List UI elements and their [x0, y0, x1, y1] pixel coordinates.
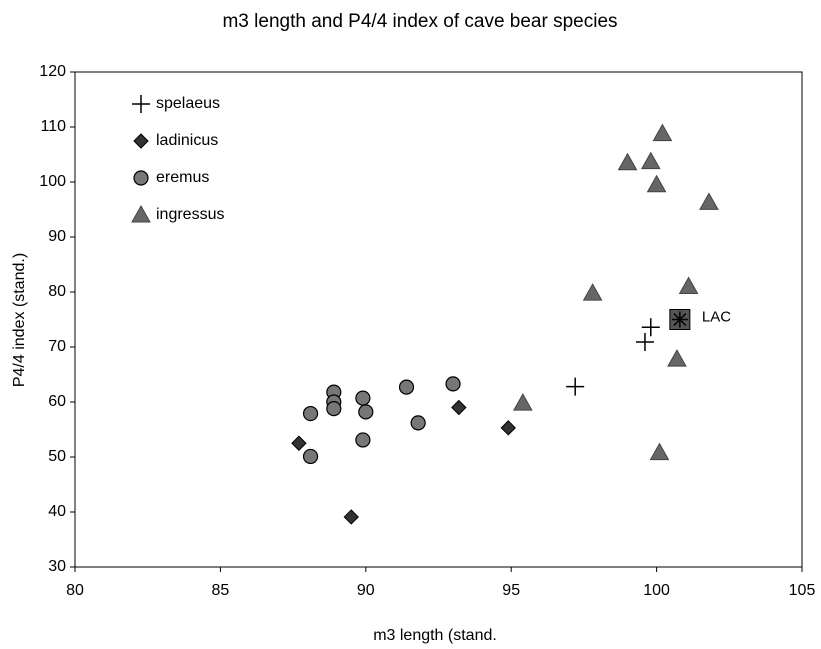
- x-axis-label: m3 length (stand.: [373, 627, 497, 644]
- triangle-marker: [699, 192, 719, 210]
- triangle-marker: [617, 152, 638, 171]
- plus-marker: [566, 377, 585, 396]
- triangle-marker: [649, 442, 670, 461]
- legend-label: ladinicus: [156, 132, 218, 149]
- circle-marker: [326, 401, 342, 417]
- triangle-marker: [667, 349, 687, 367]
- y-tick-label: 110: [40, 118, 66, 135]
- circle-marker: [358, 404, 374, 420]
- y-tick-label: 70: [48, 338, 66, 355]
- diamond-marker: [343, 509, 359, 525]
- circle-marker: [302, 405, 319, 422]
- x-tick-label: 105: [789, 582, 816, 599]
- y-tick-label: 50: [48, 448, 66, 465]
- x-tick-label: 90: [357, 582, 375, 599]
- triangle-marker: [640, 151, 661, 170]
- x-tick-label: 80: [66, 582, 84, 599]
- triangle-marker: [652, 123, 673, 142]
- y-tick-label: 60: [48, 393, 66, 410]
- plus-marker: [635, 333, 654, 352]
- legend-label: spelaeus: [156, 95, 220, 112]
- triangle-marker: [512, 393, 533, 411]
- legend-label: eremus: [156, 169, 209, 186]
- triangle-marker: [678, 276, 699, 294]
- legend-marker: [131, 204, 151, 223]
- x-tick-label: 95: [502, 582, 520, 599]
- y-axis-label: P4/4 index (stand.): [11, 253, 28, 387]
- circle-marker: [355, 432, 371, 448]
- plus-marker: [641, 318, 660, 337]
- circle-marker: [355, 390, 371, 406]
- annotation-star: [671, 311, 688, 328]
- circle-marker: [445, 376, 461, 392]
- circle-marker: [398, 379, 415, 395]
- y-tick-label: 30: [48, 558, 66, 575]
- y-tick-label: 40: [48, 503, 66, 520]
- legend-marker: [133, 133, 149, 149]
- circle-marker: [302, 448, 319, 465]
- y-tick-label: 80: [48, 283, 66, 300]
- y-tick-label: 120: [39, 63, 66, 80]
- y-tick-label: 100: [39, 173, 66, 190]
- diamond-marker: [500, 420, 516, 436]
- x-tick-label: 85: [212, 582, 230, 599]
- chart-title: m3 length and P4/4 index of cave bear sp…: [222, 11, 617, 32]
- triangle-marker: [646, 174, 667, 193]
- legend-marker: [133, 170, 149, 186]
- circle-marker: [410, 415, 426, 431]
- annotation-label: LAC: [702, 308, 731, 325]
- x-tick-label: 100: [643, 582, 670, 599]
- legend-marker: [132, 95, 150, 113]
- diamond-marker: [451, 399, 467, 416]
- diamond-marker: [291, 435, 307, 451]
- legend-label: ingressus: [156, 206, 224, 223]
- triangle-marker: [582, 283, 603, 301]
- y-tick-label: 90: [48, 228, 66, 245]
- plot-area: [74, 71, 803, 568]
